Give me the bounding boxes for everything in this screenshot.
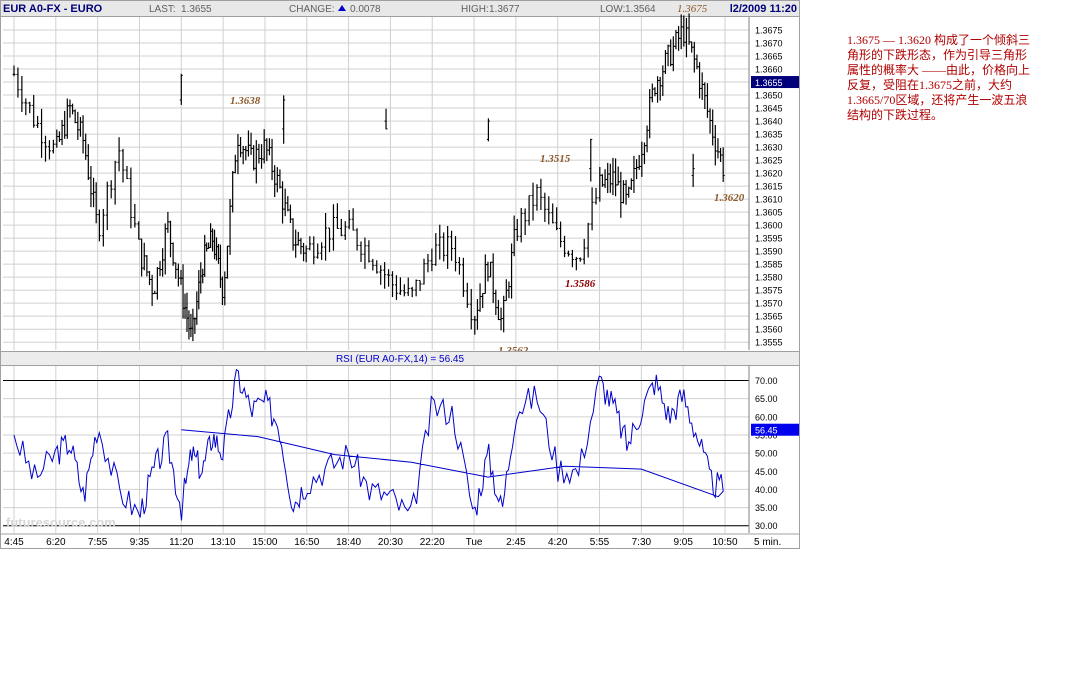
x-tick-label: 5:55 — [590, 537, 610, 548]
x-tick-label: 9:05 — [673, 537, 693, 548]
interval-label: 5 min. — [754, 537, 781, 548]
price-tick-label: 1.3555 — [755, 338, 783, 348]
last-label: LAST: — [149, 4, 176, 15]
rsi-tick-label: 50.00 — [755, 449, 778, 459]
price-tick-label: 1.3570 — [755, 299, 783, 309]
price-annotation: 1.3620 — [714, 192, 745, 204]
x-tick-label: 13:10 — [211, 537, 236, 548]
price-tick-label: 1.3630 — [755, 143, 783, 153]
price-tick-label: 1.3590 — [755, 247, 783, 257]
x-tick-label: 9:35 — [130, 537, 150, 548]
rsi-tick-label: 45.00 — [755, 467, 778, 477]
price-tick-label: 1.3595 — [755, 234, 783, 244]
x-tick-label: 22:20 — [420, 537, 445, 548]
price-annotation: 1.3638 — [230, 95, 261, 107]
datetime-label: l2/2009 11:20 — [730, 3, 797, 15]
x-tick-label: 15:00 — [252, 537, 277, 548]
x-tick-label: 4:20 — [548, 537, 568, 548]
x-tick-label: 7:30 — [632, 537, 652, 548]
price-tick-label: 1.3565 — [755, 312, 783, 322]
price-tick-label: 1.3580 — [755, 273, 783, 283]
rsi-tick-label: 35.00 — [755, 503, 778, 513]
price-tick-label: 1.3665 — [755, 52, 783, 62]
rsi-title: RSI (EUR A0-FX,14) = 56.45 — [336, 354, 465, 365]
x-tick-label: 7:55 — [88, 537, 108, 548]
price-tick-label: 1.3675 — [755, 26, 783, 36]
x-tick-label: 18:40 — [336, 537, 361, 548]
change-value: 0.0078 — [350, 4, 381, 15]
rsi-tick-label: 40.00 — [755, 485, 778, 495]
price-tick-label: 1.3660 — [755, 65, 783, 75]
rsi-current-tag-text: 56.45 — [755, 426, 778, 436]
high-value: 1.3677 — [489, 4, 520, 15]
price-tick-label: 1.3640 — [755, 117, 783, 127]
price-tick-label: 1.3635 — [755, 130, 783, 140]
symbol-title: EUR A0-FX - EURO — [3, 3, 103, 15]
rsi-line — [13, 368, 724, 521]
x-tick-label: 6:20 — [46, 537, 66, 548]
rsi-tick-label: 65.00 — [755, 394, 778, 404]
price-tick-label: 1.3605 — [755, 208, 783, 218]
change-label: CHANGE: — [289, 4, 335, 15]
x-tick-label: 4:45 — [4, 537, 24, 548]
last-value: 1.3655 — [181, 4, 212, 15]
last-price-tag-text: 1.3655 — [755, 78, 783, 88]
rsi-tick-label: 60.00 — [755, 412, 778, 422]
price-annotation: 1.3586 — [565, 278, 596, 290]
x-tick-label: 20:30 — [378, 537, 403, 548]
last-price-tag — [751, 76, 799, 89]
header-bar — [0, 0, 800, 17]
chart-frame: EUR A0-FX - EURO LAST: 1.3655 CHANGE: 0.0078… — [0, 0, 800, 549]
low-label: LOW: — [600, 4, 625, 15]
chart-svg: EUR A0-FX - EURO LAST: 1.3655 CHANGE: 0.0078… — [0, 0, 800, 549]
price-tick-label: 1.3650 — [755, 91, 783, 101]
price-tick-label: 1.3585 — [755, 260, 783, 270]
price-tick-label: 1.3575 — [755, 286, 783, 296]
price-tick-label: 1.3625 — [755, 156, 783, 166]
x-tick-label: 10:50 — [712, 537, 737, 548]
x-tick-label: 11:20 — [169, 537, 194, 548]
x-tick-label: 16:50 — [294, 537, 319, 548]
rsi-tick-label: 30.00 — [755, 521, 778, 531]
low-value: 1.3564 — [625, 4, 656, 15]
high-label: HIGH: — [461, 4, 489, 15]
price-annotation: 1.3515 — [540, 153, 571, 165]
change-up-arrow-icon — [338, 5, 346, 11]
analysis-note: 1.3675 — 1.3620 构成了一个倾斜三角形的下跌形态，作为引导三角形属… — [847, 33, 1031, 122]
rsi-tick-label: 70.00 — [755, 376, 778, 386]
x-tick-label: 2:45 — [506, 537, 526, 548]
rsi-current-tag — [751, 423, 799, 436]
price-tick-label: 1.3645 — [755, 104, 783, 114]
price-tick-label: 1.3560 — [755, 325, 783, 335]
price-tick-label: 1.3610 — [755, 195, 783, 205]
price-tick-label: 1.3620 — [755, 169, 783, 179]
price-tick-label: 1.3670 — [755, 39, 783, 49]
watermark: futuresource.com — [6, 515, 116, 530]
price-tick-label: 1.3615 — [755, 182, 783, 192]
price-plot-area — [3, 17, 749, 350]
rsi-title-bar — [0, 351, 800, 366]
x-tick-label: Tue — [466, 537, 483, 548]
header-price-annotation: 1.3675 — [677, 3, 708, 15]
price-tick-label: 1.3600 — [755, 221, 783, 231]
